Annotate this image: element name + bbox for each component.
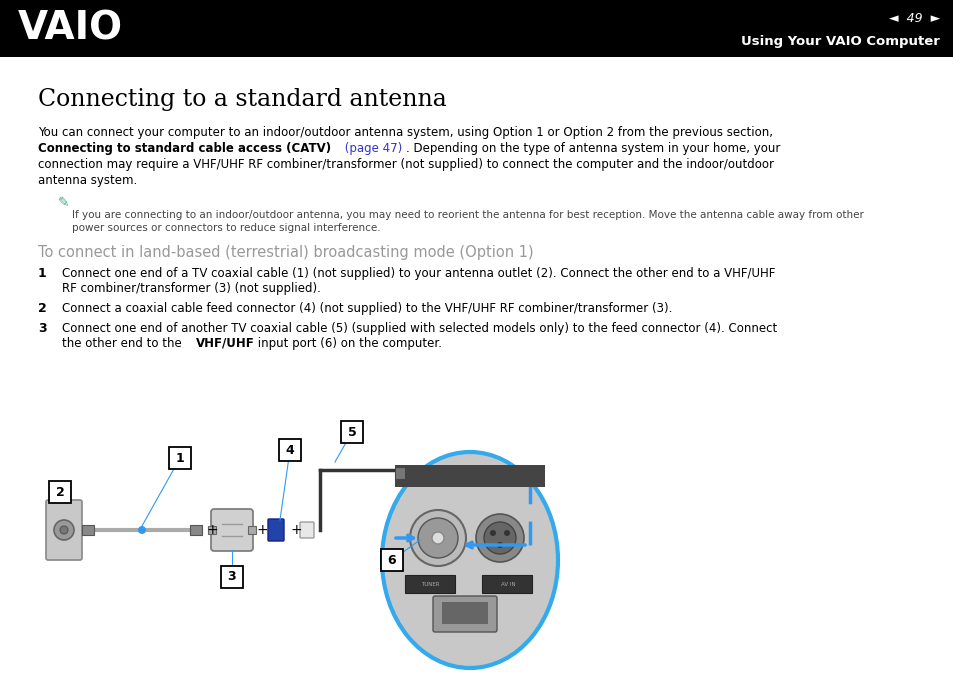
FancyBboxPatch shape <box>211 509 253 551</box>
Text: input port (6) on the computer.: input port (6) on the computer. <box>253 337 441 350</box>
Text: +: + <box>256 523 268 537</box>
Text: 2: 2 <box>38 302 47 315</box>
Text: 1: 1 <box>175 452 184 464</box>
FancyBboxPatch shape <box>49 481 71 503</box>
Text: You can connect your computer to an indoor/outdoor antenna system, using Option : You can connect your computer to an indo… <box>38 126 772 139</box>
Circle shape <box>54 520 74 540</box>
Bar <box>481 575 532 593</box>
Circle shape <box>60 526 68 534</box>
Text: To connect in land-based (terrestrial) broadcasting mode (Option 1): To connect in land-based (terrestrial) b… <box>38 245 533 260</box>
Ellipse shape <box>381 452 558 668</box>
Text: VHF/UHF: VHF/UHF <box>195 337 254 350</box>
Text: (page 47): (page 47) <box>340 142 402 155</box>
Text: Connecting to standard cable access (CATV): Connecting to standard cable access (CAT… <box>38 142 331 155</box>
Bar <box>0 0 953 57</box>
Text: +: + <box>290 523 301 537</box>
FancyBboxPatch shape <box>380 549 402 571</box>
Text: TUNER: TUNER <box>420 582 438 586</box>
Bar <box>82 525 94 535</box>
Text: antenna system.: antenna system. <box>38 174 137 187</box>
FancyBboxPatch shape <box>278 439 301 461</box>
Text: Connect a coaxial cable feed connector (4) (not supplied) to the VHF/UHF RF comb: Connect a coaxial cable feed connector (… <box>62 302 672 315</box>
Text: AV IN: AV IN <box>500 582 515 586</box>
Circle shape <box>490 530 496 536</box>
Text: 2: 2 <box>55 485 64 499</box>
Circle shape <box>483 522 516 554</box>
Circle shape <box>503 530 510 536</box>
Bar <box>248 526 255 534</box>
Circle shape <box>432 532 443 544</box>
FancyBboxPatch shape <box>221 566 243 588</box>
Text: ◄  49  ►: ◄ 49 ► <box>888 12 939 25</box>
Bar <box>405 575 455 593</box>
Text: power sources or connectors to reduce signal interference.: power sources or connectors to reduce si… <box>71 223 380 233</box>
Text: . Depending on the type of antenna system in your home, your: . Depending on the type of antenna syste… <box>406 142 780 155</box>
Text: If you are connecting to an indoor/outdoor antenna, you may need to reorient the: If you are connecting to an indoor/outdo… <box>71 210 863 220</box>
FancyBboxPatch shape <box>46 500 82 560</box>
Text: VAIO: VAIO <box>18 9 123 48</box>
Text: Connect one end of a TV coaxial cable (1) (not supplied) to your antenna outlet : Connect one end of a TV coaxial cable (1… <box>62 267 775 280</box>
Bar <box>208 526 215 534</box>
Circle shape <box>417 518 457 558</box>
Text: RF combiner/transformer (3) (not supplied).: RF combiner/transformer (3) (not supplie… <box>62 282 320 295</box>
Text: Connect one end of another TV coaxial cable (5) (supplied with selected models o: Connect one end of another TV coaxial ca… <box>62 322 777 335</box>
Text: 4: 4 <box>285 443 294 456</box>
Circle shape <box>138 526 146 534</box>
Text: Connecting to a standard antenna: Connecting to a standard antenna <box>38 88 446 111</box>
Text: ✎: ✎ <box>58 196 70 210</box>
Text: 3: 3 <box>38 322 47 335</box>
FancyBboxPatch shape <box>340 421 363 443</box>
FancyBboxPatch shape <box>169 447 191 469</box>
Text: 3: 3 <box>228 570 236 584</box>
Circle shape <box>410 510 465 566</box>
Bar <box>395 465 544 487</box>
Text: 1: 1 <box>38 267 47 280</box>
Text: 5: 5 <box>347 425 356 439</box>
Bar <box>190 525 202 535</box>
FancyBboxPatch shape <box>299 522 314 538</box>
FancyBboxPatch shape <box>433 596 497 632</box>
Bar <box>441 602 488 624</box>
Circle shape <box>497 542 502 548</box>
Circle shape <box>476 514 523 562</box>
Text: the other end to the: the other end to the <box>62 337 185 350</box>
Text: connection may require a VHF/UHF RF combiner/transformer (not supplied) to conne: connection may require a VHF/UHF RF comb… <box>38 158 773 171</box>
Bar <box>395 467 405 479</box>
FancyBboxPatch shape <box>268 519 284 541</box>
Text: Using Your VAIO Computer: Using Your VAIO Computer <box>740 35 939 48</box>
Text: 6: 6 <box>387 553 395 567</box>
Text: +: + <box>206 523 217 537</box>
